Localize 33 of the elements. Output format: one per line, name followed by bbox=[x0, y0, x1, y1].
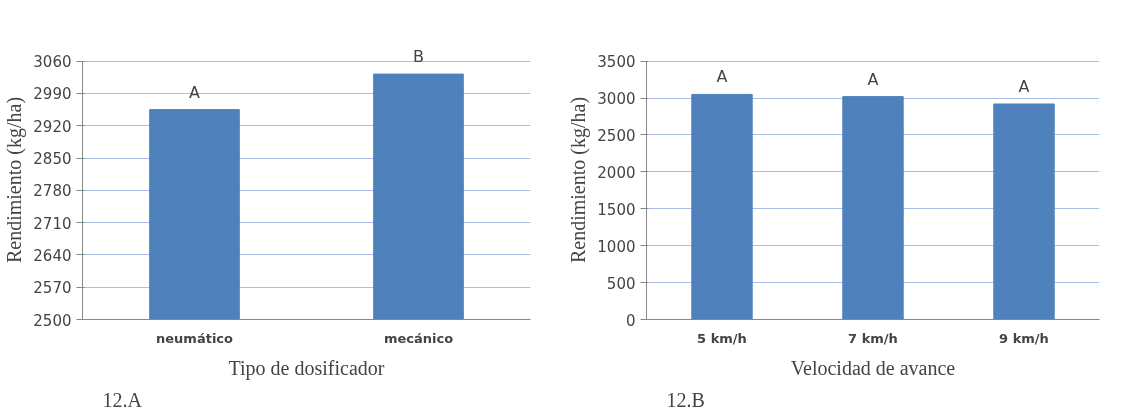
x-tick-label: 5 km/h bbox=[697, 330, 747, 346]
y-tick-label: 1500 bbox=[597, 200, 636, 219]
y-tick-label: 2920 bbox=[33, 117, 72, 136]
y-tick-label: 2500 bbox=[597, 126, 636, 145]
y-tick-label: 3000 bbox=[597, 90, 636, 109]
y-tick-label: 2500 bbox=[33, 311, 72, 330]
x-tick-label: neumático bbox=[156, 330, 234, 346]
y-tick-label: 500 bbox=[606, 274, 636, 293]
y-tick-label: 1000 bbox=[597, 237, 636, 256]
y-tick-label: 2850 bbox=[33, 150, 72, 169]
y-axis-title: Rendimiento (kg/ha) bbox=[3, 96, 27, 264]
x-tick-label: 7 km/h bbox=[848, 330, 898, 346]
y-tick-label: 2640 bbox=[33, 246, 72, 265]
x-tick-label: mecánico bbox=[383, 330, 454, 346]
annotation: A bbox=[716, 67, 728, 87]
x-tick-label: 9 km/h bbox=[999, 330, 1049, 346]
annotation: A bbox=[1018, 76, 1030, 96]
y-axis-title: Rendimiento (kg/ha) bbox=[567, 96, 591, 264]
y-tick-label: 2000 bbox=[597, 163, 636, 182]
y-tick-label: 0 bbox=[625, 311, 636, 330]
x-axis-title: Tipo de dosificador bbox=[228, 356, 385, 380]
text: 12.A bbox=[102, 388, 143, 411]
annotation: B bbox=[413, 47, 424, 67]
annotation: A bbox=[189, 82, 201, 102]
y-tick-label: 2710 bbox=[33, 214, 72, 233]
y-tick-label: 3500 bbox=[597, 53, 636, 72]
y-tick-label: 2570 bbox=[33, 279, 72, 298]
y-tick-label: 2780 bbox=[33, 182, 72, 201]
y-tick-label: 2990 bbox=[33, 85, 72, 104]
y-tick-label: 3060 bbox=[33, 53, 72, 72]
x-axis-title: Velocidad de avance bbox=[790, 356, 956, 379]
annotation: A bbox=[867, 69, 879, 89]
text: 12.B bbox=[666, 388, 705, 411]
